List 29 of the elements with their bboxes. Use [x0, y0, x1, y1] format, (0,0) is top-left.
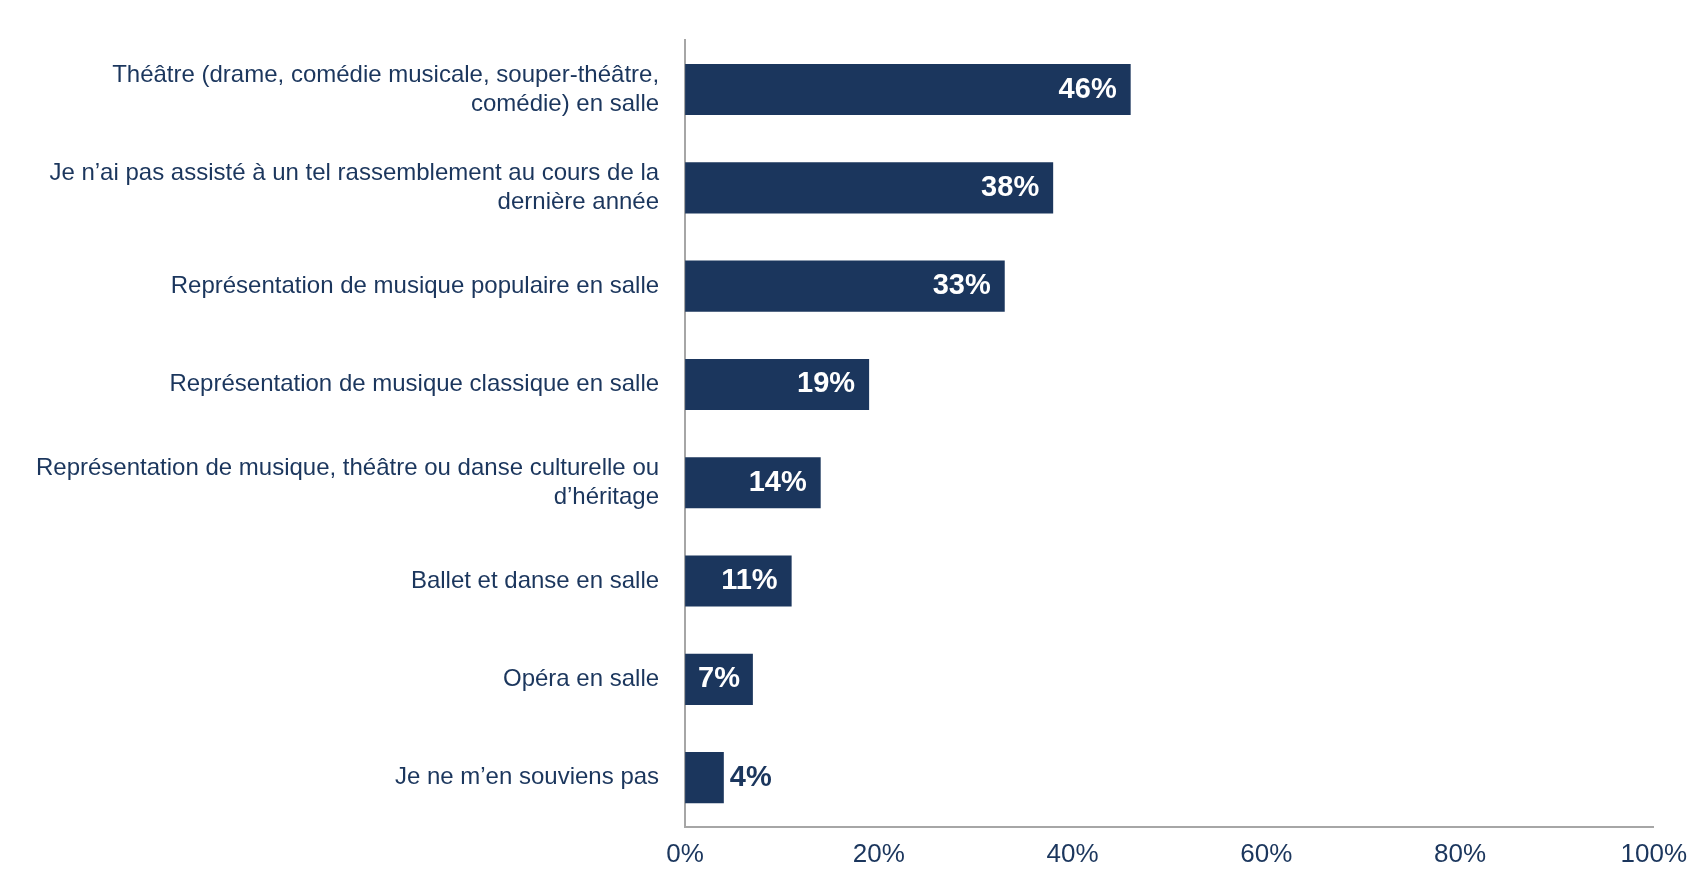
x-tick-label: 100% — [1620, 837, 1687, 868]
y-tick-label: Théâtre (drame, comédie musicale, souper-théâtre, comédie) en salle — [112, 59, 660, 116]
data-label: 46% — [1058, 71, 1117, 104]
y-tick-label: Opéra en salle — [502, 663, 660, 691]
x-tick-label: 80% — [1433, 837, 1487, 868]
bar — [685, 63, 1131, 116]
data-label: 14% — [748, 464, 807, 497]
data-label: 38% — [981, 169, 1040, 202]
data-label: 33% — [932, 268, 991, 301]
data-label: 7% — [698, 661, 741, 694]
data-label: 11% — [721, 563, 778, 596]
bar — [685, 555, 792, 607]
y-tick-label: Ballet et danse en salle — [410, 565, 660, 593]
data-label: 19% — [797, 366, 856, 399]
x-tick-label: 60% — [1240, 837, 1293, 868]
y-tick-label: Représentation de musique classique en salle — [169, 369, 660, 397]
y-tick-label: Je n’ai pas assisté à un tel rassemblement au cours de la dernière année — [49, 158, 660, 214]
x-tick-label: 40% — [1046, 837, 1099, 868]
bar — [685, 162, 1054, 214]
y-tick-label: Représentation de musique populaire en salle — [170, 270, 660, 298]
y-tick-label: Je ne m’en souviens pas — [394, 762, 660, 790]
y-tick-label: Représentation de musique, théâtre ou danse culturelle ou d’héritage — [36, 452, 660, 509]
bar — [685, 260, 1005, 312]
bar — [685, 358, 870, 411]
x-tick-label: 0% — [666, 837, 704, 868]
bar — [685, 457, 821, 509]
data-label: 4% — [729, 759, 772, 792]
x-tick-label: 20% — [852, 837, 905, 868]
bar — [685, 752, 724, 804]
